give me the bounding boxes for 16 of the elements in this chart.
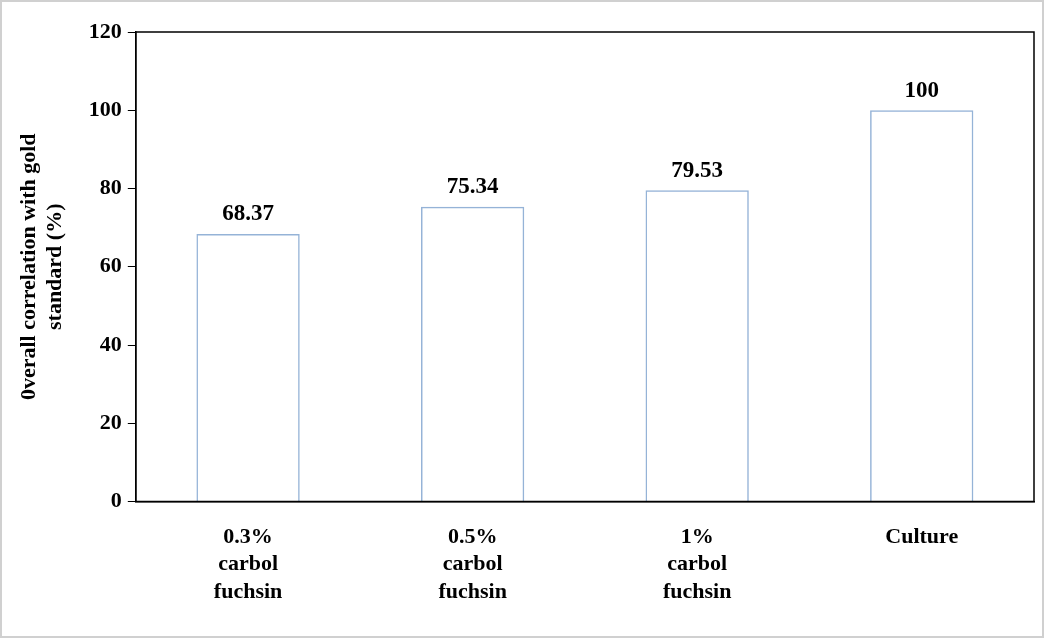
y-tick-label: 100 (88, 95, 122, 121)
x-tick-label: Culture (885, 522, 959, 548)
y-tick-label: 120 (88, 17, 122, 43)
y-tick-label: 20 (99, 408, 122, 434)
y-axis-title: 0verall correlation with gold standard (%) (14, 133, 67, 401)
data-label: 100 (904, 76, 939, 102)
x-tick-label: 1% carbol fuchsin (662, 522, 732, 603)
y-tick-label: 60 (99, 252, 122, 278)
y-tick-label: 40 (99, 330, 122, 356)
x-tick-label: 0.5% carbol fuchsin (438, 522, 507, 603)
data-label: 75.34 (446, 173, 499, 199)
x-tick-label: 0.3% carbol fuchsin (213, 522, 283, 603)
data-label: 79.53 (671, 156, 724, 182)
y-tick-label: 80 (99, 174, 122, 200)
y-tick-label: 0 (110, 487, 122, 513)
data-label: 68.37 (222, 200, 274, 226)
